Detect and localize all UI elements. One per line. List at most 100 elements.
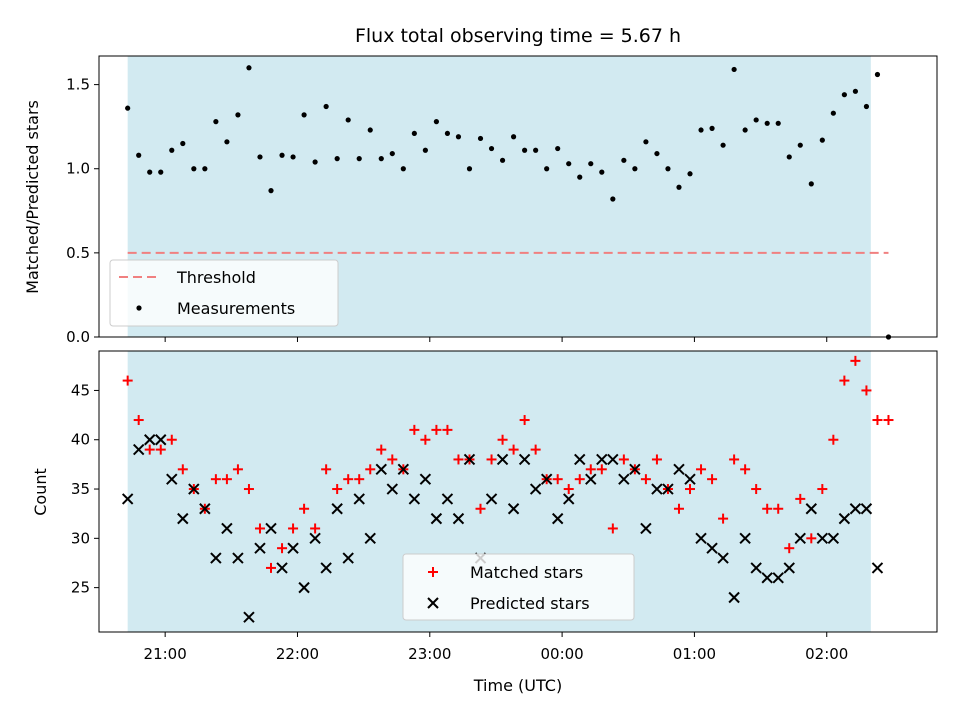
measurement-point-26 — [411, 130, 417, 137]
measurement-point-36 — [522, 147, 528, 153]
predicted-point-44 — [607, 453, 619, 466]
x-tick-label-1: 22:00 — [276, 645, 319, 663]
measurement-point-64 — [830, 110, 836, 116]
matched-point-2 — [144, 444, 155, 455]
predicted-point-38 — [540, 473, 553, 485]
measurement-point-13 — [268, 188, 274, 194]
measurement-point-25 — [400, 166, 406, 172]
measurement-point-62 — [808, 181, 814, 187]
legend-label-predicted: Predicted stars — [470, 594, 590, 613]
panel-ratio: 0.0 0.5 1.0 1.5 Threshold Measurements — [66, 55, 938, 346]
matched-point-13 — [266, 562, 277, 573]
matched-point-43 — [596, 464, 607, 475]
measurement-point-44 — [610, 196, 616, 202]
predicted-point-23 — [375, 463, 387, 476]
measurement-point-68 — [874, 71, 881, 78]
matched-point-9 — [221, 474, 232, 485]
measurement-point-30 — [455, 134, 462, 140]
matched-point-5 — [177, 464, 188, 475]
predicted-point-65 — [838, 512, 851, 525]
measurement-point-12 — [257, 154, 263, 160]
measurement-point-27 — [422, 147, 428, 153]
predicted-point-49 — [662, 483, 674, 495]
matched-point-8 — [210, 474, 221, 485]
predicted-point-16 — [298, 581, 310, 594]
x-tick-label-2: 23:00 — [408, 645, 451, 663]
matched-point-33 — [486, 454, 497, 465]
x-axis-label: Time (UTC) — [473, 676, 562, 695]
measurement-point-9 — [224, 139, 230, 145]
measurement-point-20 — [345, 117, 351, 123]
matched-point-32 — [475, 503, 486, 514]
y-axis-label-count: Count — [31, 468, 50, 516]
predicted-point-46 — [629, 463, 641, 476]
measurement-point-17 — [312, 159, 318, 165]
predicted-point-17 — [309, 532, 321, 545]
predicted-point-36 — [518, 453, 531, 466]
predicted-point-5 — [177, 512, 189, 525]
matched-point-29 — [442, 424, 453, 435]
predicted-point-14 — [276, 562, 288, 574]
predicted-point-0 — [121, 493, 134, 505]
matched-point-24 — [387, 454, 398, 465]
matched-point-12 — [254, 523, 265, 534]
predicted-point-43 — [596, 453, 608, 466]
panel-count: 25 30 35 40 45 21:00 22:00 23:00 00:00 01:00 02:00… — [71, 350, 938, 663]
predicted-point-55 — [728, 591, 740, 604]
measurement-point-31 — [466, 166, 473, 172]
matched-point-14 — [277, 543, 288, 554]
matched-point-68 — [872, 415, 883, 426]
measurement-point-65 — [841, 92, 847, 98]
matched-point-11 — [243, 484, 254, 495]
measurement-point-23 — [378, 156, 384, 162]
measurement-point-4 — [169, 147, 175, 153]
y-tick-label-count-0: 25 — [71, 579, 90, 597]
matched-point-51 — [685, 484, 696, 495]
measurement-point-29 — [444, 130, 451, 137]
measurement-point-2 — [147, 169, 153, 175]
predicted-point-24 — [386, 483, 399, 495]
predicted-point-19 — [331, 503, 343, 515]
measurement-point-45 — [621, 157, 627, 163]
matched-point-36 — [519, 415, 530, 426]
measurement-point-28 — [433, 119, 440, 125]
predicted-point-12 — [254, 542, 266, 554]
measurement-point-61 — [797, 142, 803, 148]
matched-point-27 — [420, 434, 431, 445]
matched-point-37 — [530, 444, 541, 455]
predicted-point-62 — [805, 503, 818, 515]
matched-point-10 — [232, 464, 243, 475]
matched-point-60 — [784, 543, 795, 554]
matched-point-53 — [707, 474, 718, 485]
predicted-point-50 — [673, 463, 685, 476]
measurement-point-35 — [510, 134, 517, 140]
legend-label-measurements: Measurements — [177, 299, 295, 318]
matched-point-26 — [409, 424, 420, 435]
predicted-point-31 — [463, 453, 476, 466]
matched-point-39 — [552, 474, 563, 485]
matched-point-50 — [673, 503, 684, 514]
predicted-point-29 — [441, 493, 454, 505]
measurement-point-21 — [356, 156, 362, 162]
predicted-point-56 — [739, 532, 751, 545]
predicted-point-18 — [320, 562, 332, 574]
predicted-point-37 — [529, 483, 542, 495]
matched-point-15 — [288, 523, 299, 534]
matched-point-57 — [751, 484, 762, 495]
legend-swatch-predicted — [427, 597, 439, 609]
measurement-point-0 — [125, 105, 131, 111]
matched-point-18 — [321, 464, 332, 475]
predicted-point-68 — [871, 562, 884, 574]
measurement-point-32 — [477, 135, 484, 142]
measurement-point-22 — [367, 127, 373, 133]
predicted-point-54 — [717, 552, 729, 564]
matched-point-4 — [166, 434, 177, 445]
matched-point-0 — [122, 375, 133, 386]
matched-point-54 — [718, 513, 729, 524]
measurement-point-55 — [731, 66, 737, 73]
measurement-point-67 — [863, 103, 870, 110]
predicted-point-25 — [397, 463, 410, 476]
matched-point-34 — [497, 434, 508, 445]
predicted-point-41 — [574, 453, 586, 466]
